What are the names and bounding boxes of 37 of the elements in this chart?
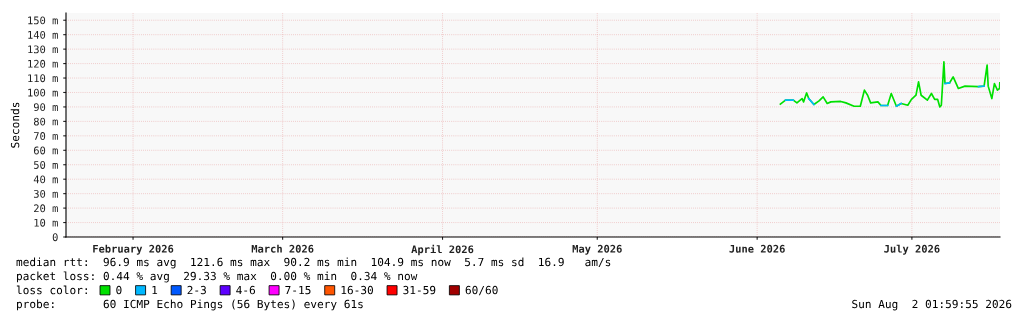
legend-label: 4-6 [236, 285, 256, 295]
y-tick-label: 20 m [34, 204, 58, 213]
legend-title: loss color: [16, 285, 87, 295]
y-tick-label: 110 m [28, 74, 58, 83]
text: packet loss: 0.44 % avg 29.33 % max 0.00 % min 0.34 % now [17, 271, 418, 283]
line-series [779, 61, 1000, 108]
y-axis-title: Seconds [10, 102, 20, 148]
x-tick-label: May 2026 [572, 244, 622, 255]
legend-label: 0 [116, 285, 122, 295]
y-tick-label: 150 m [28, 16, 58, 25]
y-tick-label: 10 m [34, 218, 58, 227]
x-tick-label: April 2026 [411, 244, 474, 256]
y-tick-label: 30 m [33, 189, 58, 198]
legend-label: 60/60 [465, 285, 498, 296]
y-tick-label: 0 [52, 233, 58, 242]
y-tick-label: 140 m [28, 30, 58, 39]
y-tick-label: 120 m [28, 59, 58, 68]
y-tick-label: 40 m [33, 175, 58, 184]
y-tick-label: 70 m [33, 132, 58, 140]
x-tick-label: June 2026 [729, 244, 785, 253]
x-tick-label: March 2026 [251, 244, 314, 253]
y-tick-label: 90 m [33, 103, 58, 112]
y-tick-label: 100 m [28, 88, 58, 97]
y-tick-label: 130 m [28, 45, 58, 54]
text: probe: 60 ICMP Echo Pings (56 Bytes) every 61s [17, 299, 363, 311]
legend-label: 31-59 [403, 285, 436, 295]
legend-label: 16-30 [341, 285, 373, 295]
y-tick-label: 80 m [33, 117, 58, 126]
y-tick-label: 60 m [33, 146, 58, 155]
x-tick-label: July 2026 [884, 244, 940, 255]
y-tick-label: 50 m [34, 161, 58, 169]
legend-label: 1 [152, 285, 158, 295]
text: median rtt: 96.9 ms avg 121.6 ms max 90.2 ms min 104.9 ms now 5.7 ms sd 16.9 am/s [16, 257, 611, 269]
legend-label: 7-15 [285, 285, 311, 295]
text: Sun Aug 2 01:59:55 2026 [852, 299, 1012, 311]
x-tick-label: February 2026 [93, 244, 174, 255]
legend-label: 2-3 [187, 285, 206, 295]
